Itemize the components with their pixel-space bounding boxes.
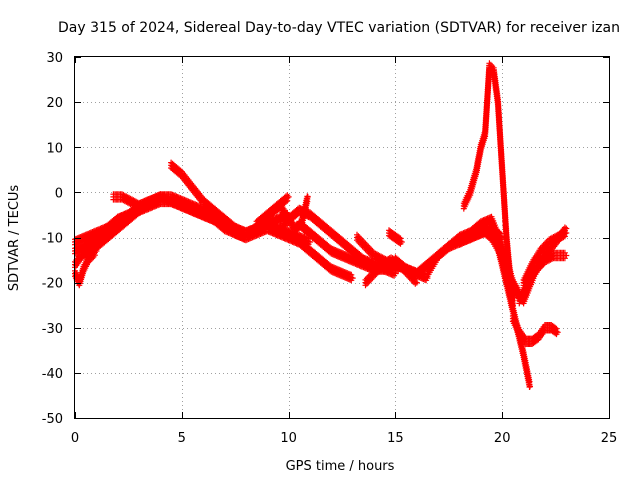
x-tick-label: 5 [178, 431, 186, 446]
y-tick-label: -40 [42, 367, 63, 382]
data-points [72, 60, 570, 390]
x-tick-label: 0 [71, 431, 79, 446]
y-tick-label: 20 [46, 96, 63, 111]
x-tick-label: 25 [601, 431, 618, 446]
series-points [477, 222, 527, 305]
series-sat-w [477, 222, 527, 305]
y-tick-label: 10 [46, 141, 63, 156]
y-tick-label: -10 [42, 232, 63, 247]
y-tick-label: -50 [42, 412, 63, 427]
series-points [520, 228, 570, 289]
series-sat-s [509, 313, 561, 347]
series-points [386, 227, 405, 247]
y-tick-label: -20 [42, 277, 63, 292]
series-sat-u [520, 228, 570, 289]
series-sat-g [232, 222, 356, 284]
series-points [509, 313, 561, 347]
y-tick-label: -30 [42, 322, 63, 337]
y-axis-label: SDTVAR / TECUs [7, 185, 22, 292]
series-points [460, 60, 516, 309]
y-tick-label: 30 [46, 51, 63, 66]
series-sat-e [110, 191, 249, 243]
x-tick-label: 10 [280, 431, 297, 446]
plot-frame [74, 56, 610, 419]
x-axis-label: GPS time / hours [286, 459, 395, 474]
ticks [75, 57, 610, 419]
series-sat-j [253, 192, 292, 230]
y-tick-label: 0 [55, 186, 63, 201]
series-sat-q [460, 60, 516, 309]
series-points [232, 222, 356, 284]
series-points [253, 192, 292, 230]
tick-labels: 0 5 10 15 20 25 -50 -40 -30 -20 -10 0 10 20 30 [42, 51, 618, 446]
x-tick-label: 20 [494, 431, 511, 446]
series-points [110, 191, 249, 243]
series-sat-n [386, 227, 405, 247]
x-tick-label: 15 [387, 431, 404, 446]
chart-title: Day 315 of 2024, Sidereal Day-to-day VTE… [58, 20, 620, 36]
